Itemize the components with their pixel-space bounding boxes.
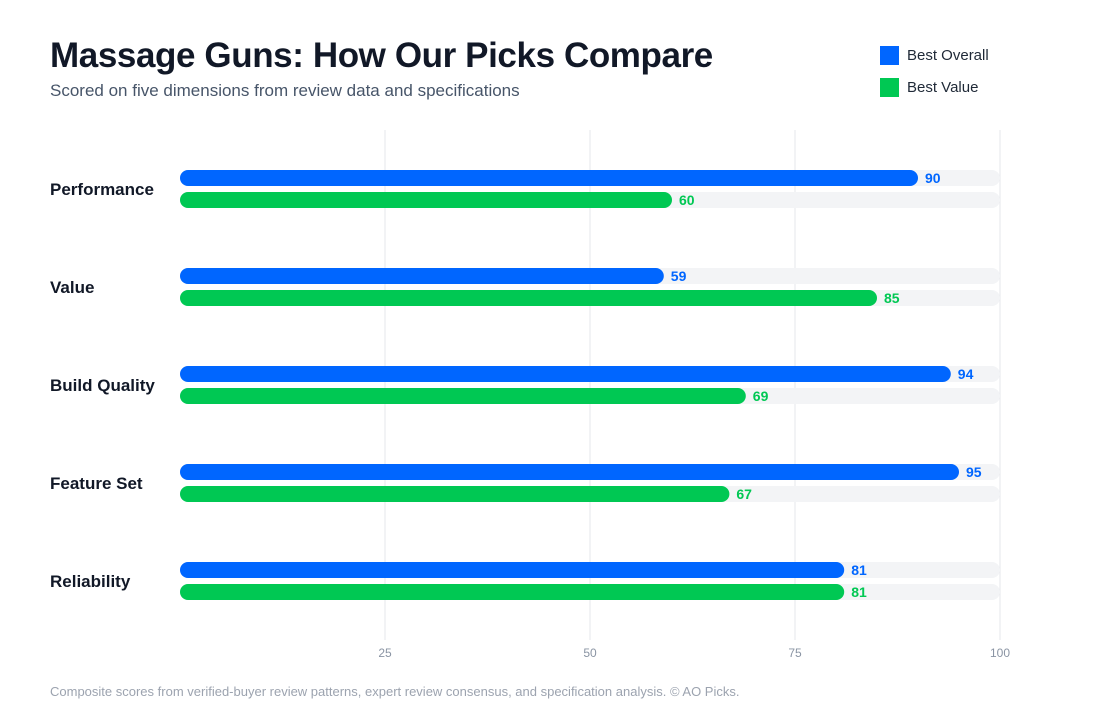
data-label-value-best-value: 85 bbox=[884, 290, 900, 306]
legend: Best Overall Best Value bbox=[880, 45, 1080, 109]
legend-swatch-best-overall bbox=[880, 45, 899, 65]
legend-item-best-value: Best Value bbox=[880, 77, 1080, 97]
x-tick-label-25: 25 bbox=[378, 646, 392, 660]
data-label-build-quality-best-value: 69 bbox=[753, 388, 769, 404]
x-tick-label-100: 100 bbox=[990, 646, 1010, 660]
bar-feature-set-best-value bbox=[180, 486, 730, 502]
data-label-reliability-best-overall: 81 bbox=[851, 562, 867, 578]
data-label-value-best-overall: 59 bbox=[671, 268, 687, 284]
bar-feature-set-best-overall bbox=[180, 464, 959, 480]
legend-label-best-value: Best Value bbox=[907, 78, 979, 96]
bar-value-best-value bbox=[180, 290, 877, 306]
category-label-value: Value bbox=[50, 278, 94, 297]
category-label-performance: Performance bbox=[50, 180, 154, 199]
x-axis: 25 50 75 100 bbox=[378, 646, 1010, 660]
footer-note: Composite scores from verified-buyer rev… bbox=[50, 684, 740, 699]
bar-reliability-best-value bbox=[180, 584, 845, 600]
legend-swatch-best-value bbox=[880, 77, 899, 97]
chart-title: Massage Guns: How Our Picks Compare bbox=[50, 36, 713, 75]
chart-subtitle: Scored on five dimensions from review da… bbox=[50, 81, 520, 100]
legend-item-best-overall: Best Overall bbox=[880, 45, 1080, 65]
data-label-reliability-best-value: 81 bbox=[851, 584, 867, 600]
x-tick-label-75: 75 bbox=[788, 646, 802, 660]
bars bbox=[180, 170, 1000, 600]
bar-performance-best-overall bbox=[180, 170, 918, 186]
gridlines bbox=[384, 130, 1001, 640]
data-label-performance-best-value: 60 bbox=[679, 192, 695, 208]
data-label-performance-best-overall: 90 bbox=[925, 170, 941, 186]
bar-value-best-overall bbox=[180, 268, 664, 284]
bar-build-quality-best-overall bbox=[180, 366, 951, 382]
data-label-feature-set-best-value: 67 bbox=[736, 486, 752, 502]
bar-performance-best-value bbox=[180, 192, 672, 208]
category-label-reliability: Reliability bbox=[50, 572, 131, 591]
x-tick-label-50: 50 bbox=[583, 646, 597, 660]
category-label-build-quality: Build Quality bbox=[50, 376, 155, 395]
labels: Performance 90 60 Value 59 85 Build Quality 94 6… bbox=[50, 170, 982, 600]
bar-build-quality-best-value bbox=[180, 388, 746, 404]
data-label-feature-set-best-overall: 95 bbox=[966, 464, 982, 480]
category-label-feature-set: Feature Set bbox=[50, 474, 143, 493]
bar-reliability-best-overall bbox=[180, 562, 845, 578]
legend-label-best-overall: Best Overall bbox=[907, 46, 989, 64]
data-label-build-quality-best-overall: 94 bbox=[958, 366, 974, 382]
